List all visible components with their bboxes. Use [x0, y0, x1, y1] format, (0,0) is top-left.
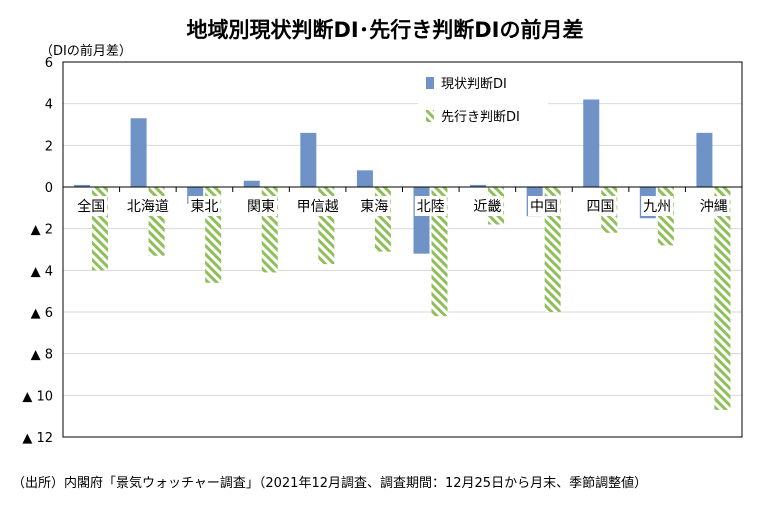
category-label-bg — [294, 196, 341, 216]
legend-swatch-current — [426, 77, 434, 89]
y-tick-label: ▲ 10 — [22, 389, 53, 404]
y-tick-label: ▲ 2 — [31, 223, 53, 238]
category-label-bg — [471, 196, 504, 216]
category-label-bg — [414, 196, 447, 216]
bar-outlook — [714, 187, 731, 410]
y-tick-label: 0 — [45, 181, 53, 196]
y-tick-label: 2 — [45, 139, 53, 154]
y-axis-unit-label: （DIの前月差） — [40, 44, 132, 59]
y-tick-label: ▲ 8 — [31, 348, 53, 363]
chart-title: 地域別現状判断DI･先行き判断DIの前月差 — [186, 18, 584, 42]
category-label-bg — [697, 196, 730, 216]
legend-swatch-outlook — [426, 110, 434, 122]
bar-current — [130, 118, 147, 187]
category-label: 甲信越 — [297, 199, 339, 215]
bar-current — [243, 180, 260, 187]
y-tick-label: ▲ 6 — [31, 306, 53, 321]
legend-box — [418, 72, 548, 134]
category-label-bg — [527, 196, 560, 216]
bar-current — [300, 132, 317, 187]
bar-current — [74, 184, 90, 187]
bar-current — [356, 170, 373, 187]
category-label-bg — [75, 196, 108, 216]
category-label: 九州 — [643, 199, 671, 215]
category-label-bg — [124, 196, 171, 216]
bar-outlook — [544, 187, 561, 312]
category-label: 東海 — [360, 199, 388, 215]
category-label: 四国 — [587, 199, 615, 215]
legend-label-outlook: 先行き判断DI — [441, 110, 520, 125]
category-label: 東北 — [190, 199, 218, 215]
y-tick-label: ▲ 4 — [31, 264, 53, 279]
category-label-bg — [358, 196, 391, 216]
category-label: 沖縄 — [700, 199, 728, 215]
legend-label-current: 現状判断DI — [441, 77, 507, 92]
category-label-bg — [584, 196, 617, 216]
bar-current — [696, 132, 713, 187]
plot-border — [62, 61, 743, 438]
category-label: 関東 — [247, 199, 275, 215]
source-note: （出所）内閣府「景気ウォッチャー調査」（2021年12月調査、調査期間：12月2… — [12, 476, 648, 491]
bar-outlook — [657, 187, 674, 246]
category-label: 近畿 — [473, 199, 501, 215]
category-label: 中国 — [530, 199, 558, 215]
category-label-bg — [245, 196, 278, 216]
category-label-bg — [641, 196, 674, 216]
y-tick-label: 6 — [45, 56, 53, 71]
y-tick-label: 4 — [45, 98, 53, 113]
bar-current — [470, 184, 487, 187]
category-label: 北陸 — [417, 199, 445, 215]
category-label: 全国 — [77, 198, 105, 215]
category-label: 北海道 — [127, 199, 169, 215]
bar-outlook — [431, 187, 448, 317]
y-tick-label: ▲ 12 — [22, 431, 53, 446]
category-label-bg — [188, 196, 221, 216]
bar-current — [583, 99, 600, 187]
